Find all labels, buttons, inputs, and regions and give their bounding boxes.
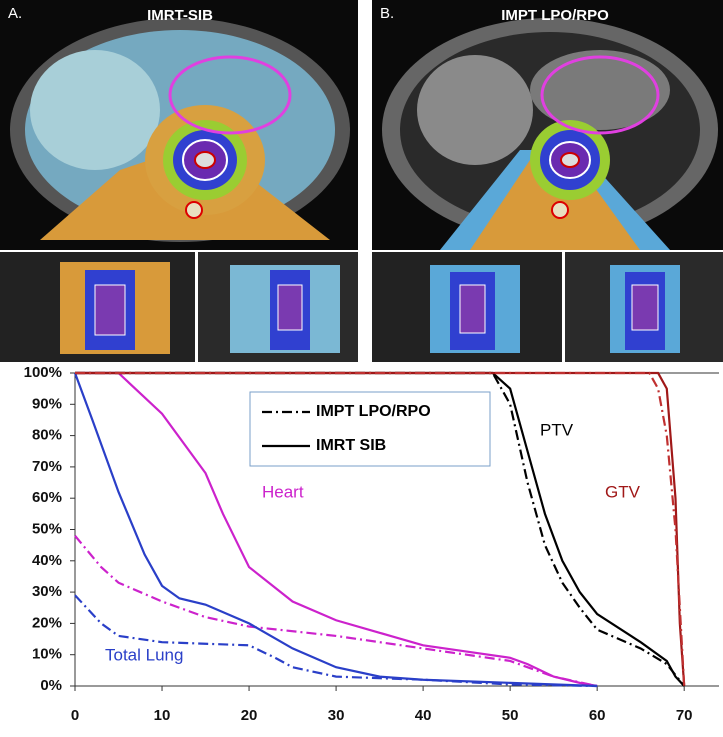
y-tick-label: 100% [24,364,62,381]
panel-letter: B. [380,5,394,22]
structure-label: PTV [540,420,574,439]
x-tick-label: 60 [589,707,606,724]
ct-panel-b [372,0,723,362]
structure-label: GTV [605,482,641,501]
x-tick-label: 0 [71,707,79,724]
panel-letter: A. [8,5,22,22]
x-tick-label: 30 [328,707,345,724]
figure: A. IMRT-SIB B. IMPT LPO/RPO 0% 10% 20% 30% 4… [0,0,723,737]
panel-title: IMPT LPO/RPO [501,7,609,24]
y-tick-label: 30% [32,583,62,600]
legend-label: IMPT LPO/RPO [316,403,431,420]
y-tick-label: 10% [32,646,62,663]
x-tick-label: 20 [241,707,258,724]
y-tick-label: 40% [32,552,62,569]
panel-title: IMRT-SIB [147,7,213,24]
y-tick-label: 90% [32,395,62,412]
y-tick-label: 60% [32,489,62,506]
x-tick-label: 70 [676,707,693,724]
structure-label: Total Lung [105,645,183,664]
ct-panel-a [0,0,358,362]
x-tick-label: 40 [415,707,432,724]
y-tick-label: 80% [32,427,62,444]
structure-label: Heart [262,482,304,501]
page: {"panels": [{"letter": "A.", "title": "I… [0,0,723,737]
y-tick-label: 0% [40,677,62,694]
y-tick-label: 20% [32,614,62,631]
y-tick-label: 70% [32,458,62,475]
y-tick-label: 50% [32,520,62,537]
legend-label: IMRT SIB [316,437,386,454]
x-tick-label: 50 [502,707,519,724]
x-tick-label: 10 [154,707,171,724]
